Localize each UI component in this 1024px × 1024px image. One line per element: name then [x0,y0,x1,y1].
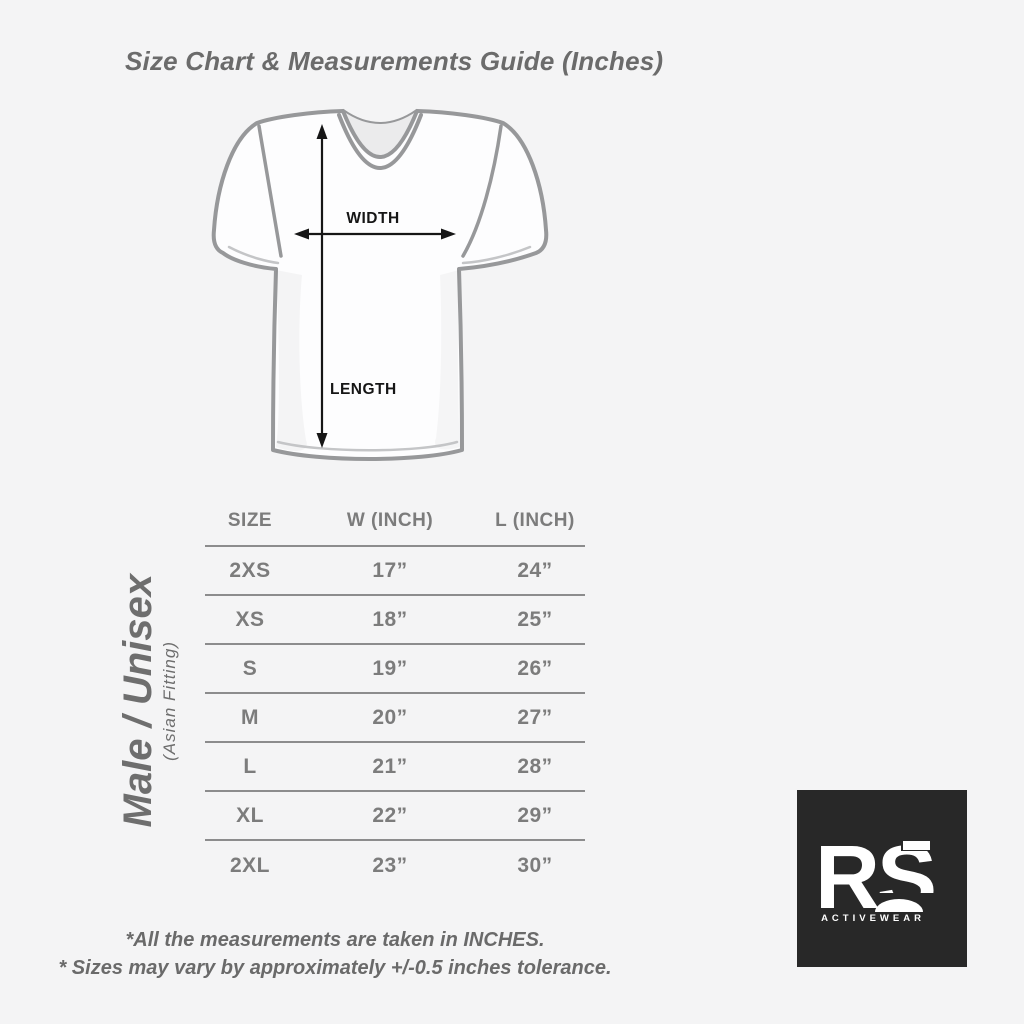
length-value: 25” [517,607,553,631]
column-header-length: L (INCH) [495,510,575,531]
table-row-s: S 19” 26” [205,645,585,694]
size-value: XL [236,803,264,827]
brand-logo: R S ACTIVEWEAR [797,790,967,967]
size-table: SIZE W (INCH) L (INCH) 2XS 17” 24” XS 18… [205,497,585,890]
footnote-line-1: *All the measurements are taken in INCHE… [125,929,545,951]
logo-s-bottom-dome [875,899,923,912]
size-table-header-row: SIZE W (INCH) L (INCH) [205,497,585,547]
logo-letter-r: R [815,828,880,928]
tshirt-silhouette [211,109,549,461]
length-label: LENGTH [330,381,397,398]
table-row-2xl: 2XL 23” 30” [205,841,585,890]
length-value: 30” [517,853,553,877]
width-value: 19” [372,656,408,680]
width-value: 17” [372,558,408,582]
table-row-l: L 21” 28” [205,743,585,792]
page-title: Size Chart & Measurements Guide (Inches) [125,46,664,76]
size-value: M [241,705,259,729]
fit-label-main: Male / Unisex [116,574,160,828]
column-header-size: SIZE [227,510,273,531]
size-value: XS [235,607,265,631]
width-value: 22” [372,803,408,827]
width-value: 18” [372,607,408,631]
tshirt-illustration: WIDTH LENGTH [211,109,549,461]
bottom-hem-line [276,440,459,452]
sleeve-hem-line-right [461,245,532,265]
rs-activewear-logo: R S ACTIVEWEAR [797,790,967,967]
size-value: S [242,656,258,680]
table-row-m: M 20” 27” [205,694,585,743]
length-arrow [316,124,328,448]
table-row-2xs: 2XS 17” 24” [205,547,585,596]
collar-outer-arc [337,113,423,170]
fit-label-sub: (Asian Fitting) [160,641,179,761]
width-value: 23” [372,853,408,877]
sleeve-seam-right [461,124,503,258]
width-arrow [294,228,456,240]
tshirt-measurement-diagram: WIDTH LENGTH [210,90,550,470]
logo-background [797,790,967,967]
size-value: 2XS [229,558,271,582]
width-value: 21” [372,754,408,778]
footnotes: *All the measurements are taken in INCHE… [55,926,615,982]
length-value: 26” [517,656,553,680]
logo-subtext: ACTIVEWEAR [821,913,925,924]
fit-label: Male / Unisex (Asian Fitting) [116,556,179,846]
width-value: 20” [372,705,408,729]
collar-inner-arc [341,109,419,159]
size-value: 2XL [229,853,270,877]
size-value: L [243,754,257,778]
length-value: 27” [517,705,553,729]
table-row-xl: XL 22” 29” [205,792,585,841]
width-label: WIDTH [346,210,399,227]
length-value: 28” [517,754,553,778]
length-value: 24” [517,558,553,582]
length-value: 29” [517,803,553,827]
sleeve-hem-line-left [227,245,280,265]
logo-s-top-bar [903,841,930,850]
sleeve-seam-left [257,124,283,258]
footnote-line-2: * Sizes may vary by approximately +/-0.5… [58,957,612,979]
table-row-xs: XS 18” 25” [205,596,585,645]
column-header-width: W (INCH) [346,510,434,531]
